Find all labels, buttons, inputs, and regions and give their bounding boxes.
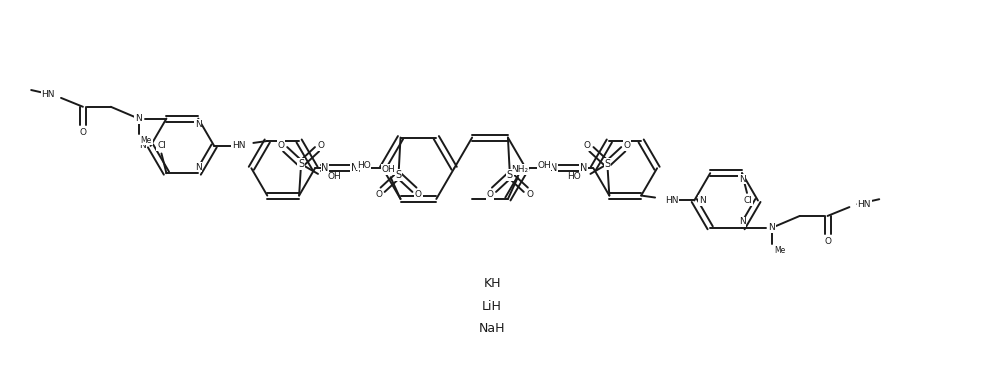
Text: O: O — [80, 128, 87, 137]
Text: OH: OH — [328, 173, 342, 181]
Text: O: O — [584, 141, 591, 150]
Text: Me: Me — [141, 136, 152, 145]
Text: OH: OH — [538, 161, 552, 170]
Text: N: N — [351, 163, 359, 173]
Text: N: N — [321, 163, 329, 173]
Text: NaH: NaH — [479, 322, 505, 335]
Text: N: N — [135, 114, 142, 123]
Text: S: S — [604, 159, 611, 169]
Text: N: N — [699, 196, 705, 205]
Text: Me: Me — [774, 246, 785, 255]
Text: N: N — [739, 175, 746, 184]
Text: S: S — [395, 170, 402, 180]
Text: O: O — [278, 141, 285, 150]
Text: N: N — [580, 163, 587, 173]
Text: HN: HN — [665, 196, 679, 205]
Text: NH₂: NH₂ — [511, 165, 528, 174]
Text: Cl: Cl — [157, 141, 165, 150]
Text: N: N — [139, 141, 146, 150]
Text: N: N — [550, 163, 558, 173]
Text: Cl: Cl — [744, 196, 753, 205]
Text: S: S — [507, 170, 513, 180]
Text: O: O — [526, 190, 533, 199]
Text: O: O — [415, 190, 422, 199]
Text: HN: HN — [231, 141, 245, 150]
Text: O: O — [824, 237, 831, 246]
Text: HO: HO — [566, 173, 580, 181]
Text: KH: KH — [484, 277, 500, 290]
Text: O: O — [317, 141, 324, 150]
Text: LiH: LiH — [482, 300, 502, 313]
Text: N: N — [768, 223, 775, 232]
Text: S: S — [298, 159, 304, 169]
Text: N: N — [195, 163, 202, 172]
Text: HN: HN — [857, 200, 871, 209]
Text: OH: OH — [382, 165, 395, 174]
Text: O: O — [375, 190, 382, 199]
Text: HO: HO — [357, 161, 370, 170]
Text: N: N — [195, 120, 202, 129]
Text: O: O — [624, 141, 630, 150]
Text: HN: HN — [41, 91, 55, 99]
Text: N: N — [739, 217, 746, 226]
Text: O: O — [487, 190, 493, 199]
